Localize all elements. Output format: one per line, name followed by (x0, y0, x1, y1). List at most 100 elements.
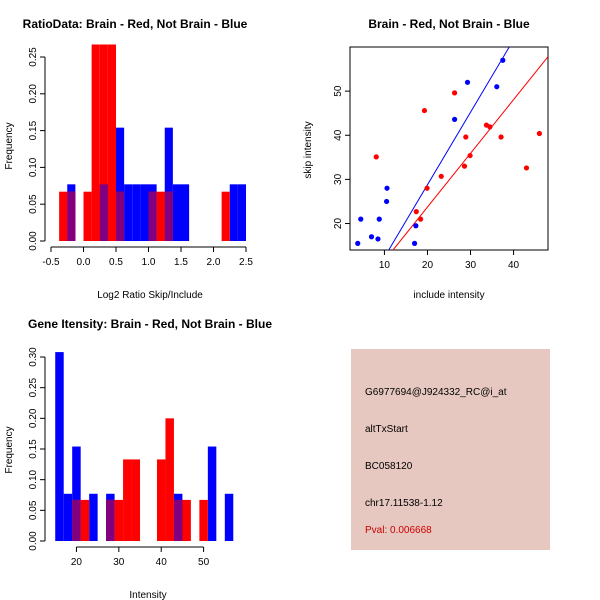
ratio-y-tick-label: 0.20 (28, 84, 39, 104)
intensity-red-bar (80, 499, 90, 541)
scatter-red-point (413, 209, 419, 215)
scatter-y-tick-label: 50 (333, 85, 344, 97)
scatter-blue-point (411, 240, 418, 246)
probe-id: G6977694@J924332_RC@i_at (365, 387, 507, 398)
scatter-y-tick-label: 20 (333, 218, 344, 230)
scatter-red-point (498, 134, 504, 140)
ratio-red-bar (59, 191, 68, 241)
ratio-x-tick-label: 1.0 (142, 257, 156, 268)
scatter-blue-point (500, 57, 506, 63)
scatter-x-tick-label: 10 (379, 260, 391, 271)
ratio-x-tick-label: 2.5 (239, 257, 253, 268)
intensity-histogram-panel: Gene Itensity: Brain - Red, Not Brain - … (4, 317, 272, 600)
accession: BC058120 (365, 461, 413, 472)
scatter-red-point (467, 152, 473, 159)
event-type: altTxStart (365, 424, 408, 435)
ratio-y-tick-label: 0.05 (28, 194, 39, 214)
ratio-blue-bar (116, 127, 125, 241)
intensity-overlap-bar (173, 499, 183, 541)
scatter-axes: 10 20 30 40 20 30 40 50 (333, 46, 549, 271)
ratio-red-bar (156, 191, 165, 241)
intensity-x-tick-label: 20 (71, 557, 83, 568)
intensity-blue-bar (72, 446, 81, 541)
intensity-red-bar (182, 499, 191, 541)
ratio-red-bar (221, 191, 230, 241)
intensity-axes: 20 30 40 50 0.00 0.05 0.10 0.15 0.20 0.25 0.30 (28, 347, 210, 568)
ratio-y-tick-label: 0.10 (28, 157, 39, 177)
scatter-red-point (417, 216, 424, 222)
scatter-x-tick-label: 40 (508, 260, 520, 271)
intensity-overlap-bar (72, 499, 81, 541)
scatter-blue-point (358, 216, 364, 222)
ratio-blue-bar (229, 184, 238, 241)
scatter-x-tick-label: 20 (422, 260, 434, 271)
intensity-y-tick-label: 0.25 (28, 377, 39, 397)
scatter-red-point (461, 163, 468, 169)
scatter-blue-point (464, 79, 471, 85)
scatter-red-point (373, 154, 379, 160)
intensity-x-tick-label: 30 (113, 557, 125, 568)
ratio-y-tick-label: 0.15 (28, 120, 39, 140)
intensity-blue-bar (224, 493, 234, 541)
intensity-red-bar (165, 418, 174, 541)
intensity-x-tick-label: 40 (156, 557, 168, 568)
ratio-y-tick-label: 0.00 (28, 231, 39, 251)
ratio-overlap-bar (164, 191, 173, 241)
intensity-x-label: Intensity (129, 590, 166, 600)
intensity-blue-bar (63, 493, 73, 541)
scatter-y-tick-label: 40 (333, 129, 344, 141)
intensity-y-tick-label: 0.05 (28, 500, 39, 520)
ratio-x-tick-label: -0.5 (42, 257, 60, 268)
ratio-blue-bar (237, 184, 246, 241)
locus: chr17.11538-1.12 (365, 498, 443, 509)
intensity-overlap-bar (106, 499, 115, 541)
ratio-bars (59, 44, 246, 241)
ratio-x-label: Log2 Ratio Skip/Include (97, 290, 203, 301)
scatter-blue-point (451, 116, 458, 122)
intensity-red-bar (131, 459, 141, 541)
scatter-y-label: skip intensity (303, 121, 314, 178)
ratio-chart-title: RatioData: Brain - Red, Not Brain - Blue (23, 17, 248, 31)
scatter-blue-fit-line (388, 47, 510, 250)
ratio-overlap-bar (99, 184, 108, 241)
intensity-y-tick-label: 0.15 (28, 439, 39, 459)
ratio-red-bar (91, 44, 100, 241)
ratio-x-tick-label: 0.0 (77, 257, 91, 268)
intensity-red-bar (199, 499, 208, 541)
intensity-red-bar (123, 459, 132, 541)
scatter-blue-point (355, 240, 361, 246)
intensity-chart-title: Gene Itensity: Brain - Red, Not Brain - … (28, 317, 272, 331)
ratio-y-label: Frequency (4, 122, 15, 169)
ratio-x-tick-label: 0.5 (109, 257, 123, 268)
ratio-axes: -0.5 0.0 0.5 1.0 1.5 2.0 2.5 0.00 0.05 0.10 0.15 0.… (28, 47, 253, 268)
scatter-panel: Brain - Red, Not Brain - Blue 10 20 30 40 20… (303, 17, 549, 301)
scatter-red-point (523, 165, 530, 171)
ratio-red-bar (107, 44, 116, 241)
scatter-red-point (536, 130, 542, 137)
intensity-y-tick-label: 0.20 (28, 408, 39, 428)
intensity-blue-bar (89, 493, 98, 541)
scatter-fit-lines (388, 47, 548, 250)
info-box: G6977694@J924332_RC@i_at altTxStart BC05… (351, 349, 550, 550)
ratio-blue-bar (132, 184, 141, 241)
ratio-y-tick-label: 0.25 (28, 47, 39, 67)
scatter-red-point (451, 90, 458, 96)
intensity-y-tick-label: 0.10 (28, 469, 39, 489)
scatter-plot-box (349, 46, 549, 251)
intensity-blue-bar (55, 352, 64, 541)
intensity-red-bar (114, 499, 124, 541)
scatter-red-point (421, 107, 428, 114)
ratio-blue-bar (140, 184, 149, 241)
scatter-blue-point (384, 185, 390, 191)
scatter-red-point (438, 173, 444, 179)
scatter-blue-point (375, 236, 381, 242)
ratio-red-bar (83, 191, 92, 241)
intensity-blue-bar (207, 446, 217, 541)
scatter-x-tick-label: 30 (465, 260, 477, 271)
intensity-y-label: Frequency (4, 426, 15, 473)
ratio-overlap-bar (67, 191, 76, 241)
ratio-blue-bar (181, 184, 190, 241)
scatter-red-point (463, 134, 469, 140)
ratio-blue-bar (172, 184, 181, 241)
